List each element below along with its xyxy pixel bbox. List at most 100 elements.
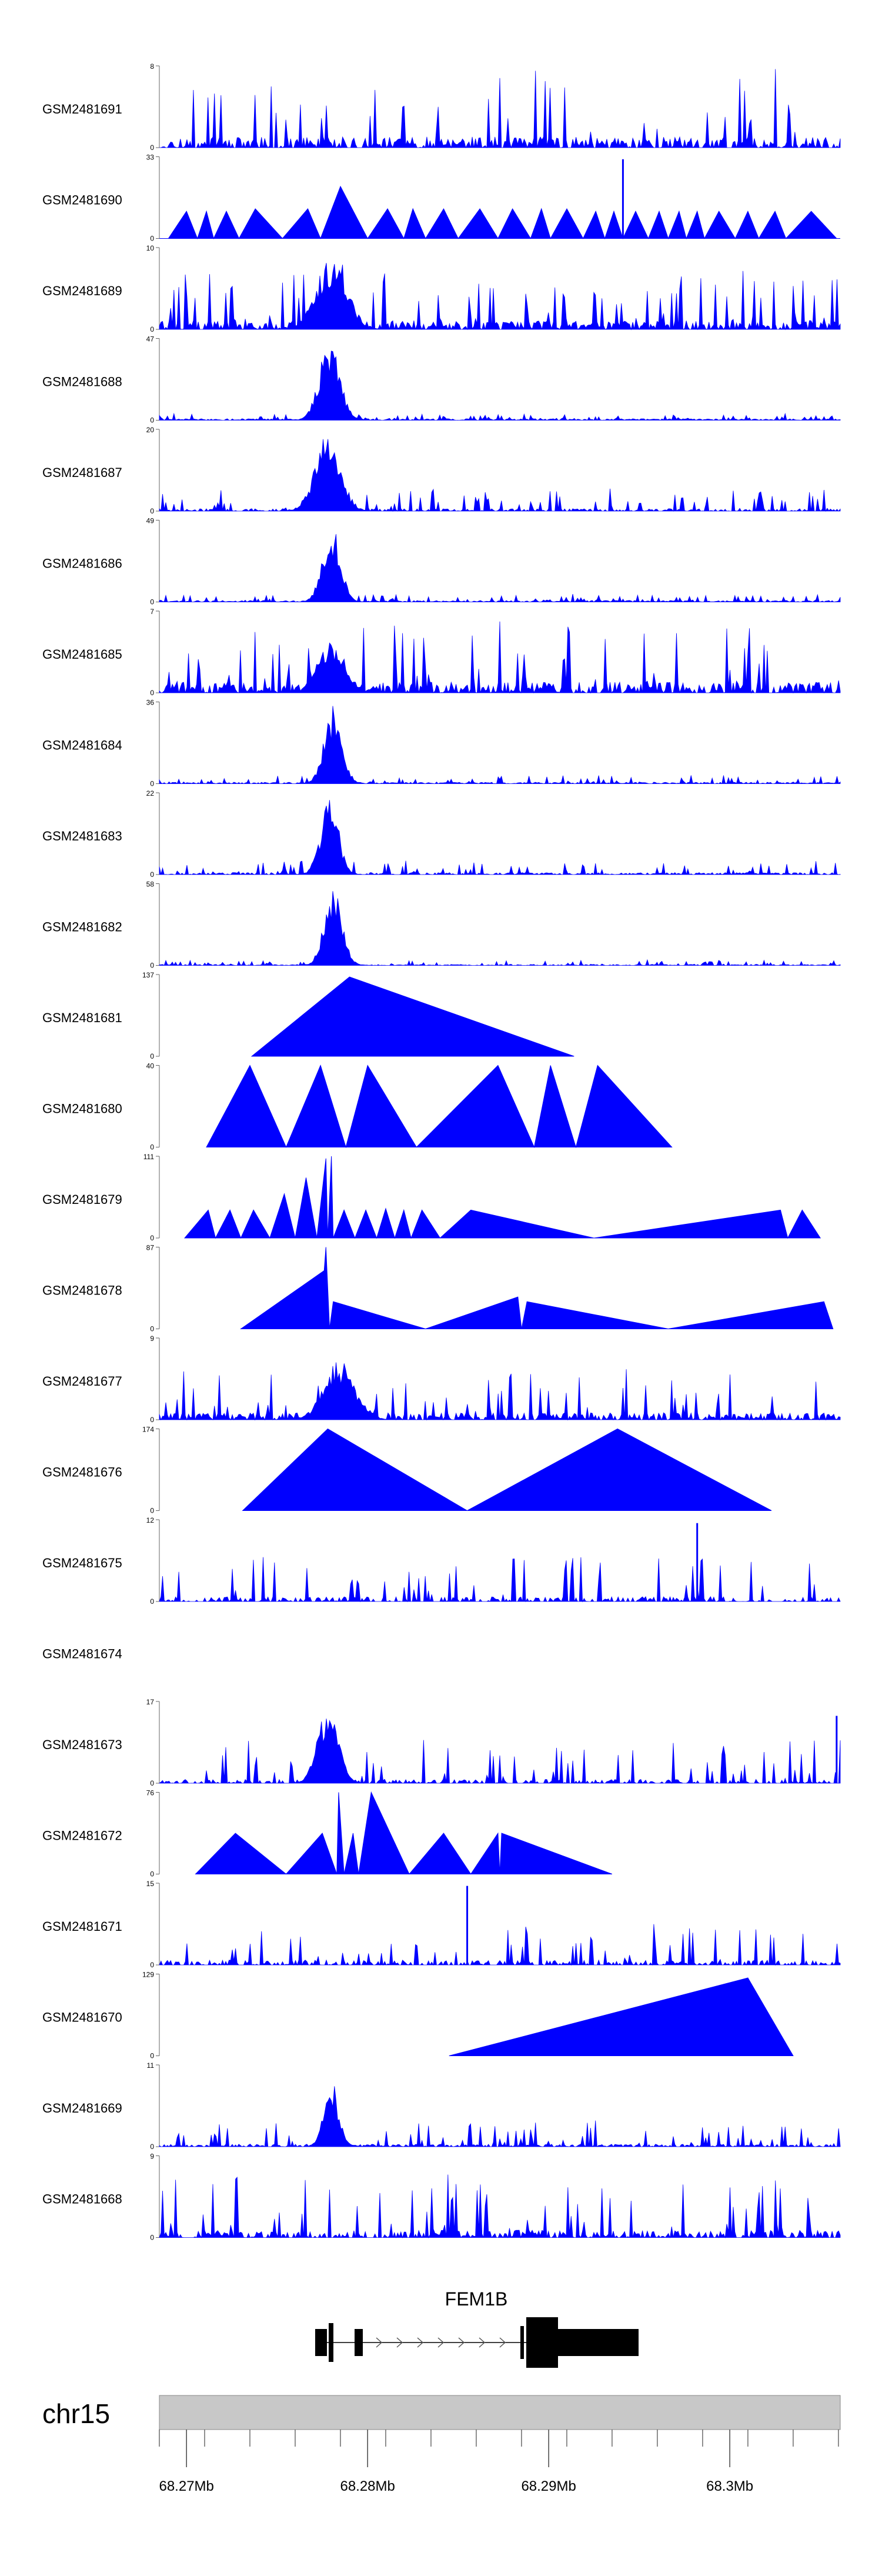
y-zero-label: 0 [150, 1325, 154, 1333]
y-max-label: 20 [146, 426, 155, 434]
y-zero-label: 0 [150, 1961, 154, 1969]
signal-area [184, 1156, 821, 1239]
track-label: GSM2481689 [42, 283, 122, 298]
chevron-right-icon [396, 2337, 403, 2348]
y-max-label: 33 [146, 154, 155, 162]
y-zero-label: 0 [150, 1870, 154, 1878]
signal-area [195, 1791, 613, 1875]
track-label: GSM2481678 [42, 1283, 122, 1298]
track-GSM2481680: GSM2481680 40 0 [42, 1062, 673, 1152]
gene-label: FEM1B [445, 2288, 508, 2310]
y-max-label: 17 [146, 1698, 155, 1706]
signal-area [206, 1065, 673, 1149]
y-zero-label: 0 [150, 598, 154, 606]
track-GSM2481678: GSM2481678 87 0 [42, 1244, 834, 1333]
y-max-label: 15 [146, 1880, 155, 1888]
signal-tracks: GSM248169180GSM2481690330GSM2481689100GS… [42, 62, 841, 2242]
track-GSM2481683: GSM2481683 22 0 [42, 789, 841, 879]
y-max-label: 22 [146, 789, 155, 798]
signal-area [159, 891, 841, 966]
y-zero-label: 0 [150, 2052, 154, 2060]
track-label: GSM2481687 [42, 465, 122, 480]
y-max-label: 137 [142, 971, 154, 979]
y-max-label: 12 [146, 1516, 155, 1524]
track-GSM2481687: GSM2481687 20 0 [42, 426, 841, 515]
y-max-label: 9 [150, 1334, 154, 1343]
chevron-right-icon [499, 2337, 506, 2348]
track-GSM2481691: GSM2481691 8 0 [42, 62, 841, 152]
track-label: GSM2481681 [42, 1010, 122, 1025]
y-zero-label: 0 [150, 870, 154, 879]
y-zero-label: 0 [150, 1143, 154, 1152]
track-GSM2481670: GSM2481670 129 0 [42, 1971, 794, 2060]
gene-exon [526, 2317, 558, 2368]
chevron-right-icon [417, 2337, 424, 2348]
signal-area [159, 351, 841, 421]
x-tick-label: 68.28Mb [340, 2478, 395, 2494]
signal-area [250, 976, 574, 1057]
signal-area [240, 1247, 834, 1330]
track-GSM2481690: GSM2481690 33 0 [42, 154, 840, 243]
gene-exon [329, 2323, 333, 2362]
track-GSM2481681: GSM2481681 137 0 [42, 971, 574, 1060]
gene-model-track: FEM1B [315, 2288, 639, 2368]
y-zero-label: 0 [150, 2234, 154, 2242]
track-GSM2481669: GSM2481669 11 0 [42, 2061, 841, 2151]
track-GSM2481676: GSM2481676 174 0 [42, 1426, 772, 1515]
track-GSM2481675: GSM2481675 12 0 [42, 1516, 841, 1606]
y-max-label: 49 [146, 517, 155, 525]
chromosome-ideogram-bar [159, 2395, 841, 2430]
track-GSM2481684: GSM2481684 36 0 [42, 699, 841, 788]
signal-area [449, 1977, 794, 2056]
y-max-label: 40 [146, 1062, 155, 1070]
track-label: GSM2481671 [42, 1919, 122, 1934]
signal-area [159, 1924, 841, 1966]
y-max-label: 76 [146, 1789, 155, 1797]
signal-area [159, 263, 841, 331]
y-max-label: 36 [146, 699, 155, 707]
track-label: GSM2481691 [42, 102, 122, 116]
y-zero-label: 0 [150, 2143, 154, 2151]
signal-area [159, 706, 841, 785]
signal-area [159, 621, 841, 694]
track-label: GSM2481683 [42, 829, 122, 843]
signal-area [242, 1428, 772, 1511]
gene-exon [355, 2329, 363, 2356]
y-max-label: 111 [143, 1153, 155, 1161]
chevron-right-icon [376, 2337, 383, 2348]
track-label: GSM2481673 [42, 1737, 122, 1752]
y-max-label: 129 [142, 1971, 154, 1979]
track-GSM2481685: GSM2481685 7 0 [42, 608, 841, 697]
track-label: GSM2481670 [42, 2010, 122, 2025]
track-label: GSM2481680 [42, 1102, 122, 1116]
track-GSM2481674: GSM2481674 [42, 1647, 122, 1661]
y-max-label: 11 [147, 2061, 155, 2070]
track-label: GSM2481684 [42, 738, 122, 753]
signal-area [158, 1719, 841, 1784]
y-max-label: 10 [146, 244, 155, 252]
y-zero-label: 0 [150, 416, 154, 425]
signal-area [159, 2174, 841, 2239]
axis-minor-ticks [159, 2430, 839, 2447]
x-tick-label: 68.3Mb [706, 2478, 753, 2494]
signal-area [159, 439, 841, 512]
y-max-label: 87 [146, 1244, 155, 1252]
y-zero-label: 0 [150, 1416, 154, 1424]
track-label: GSM2481690 [42, 193, 122, 208]
y-zero-label: 0 [150, 689, 154, 697]
track-label: GSM2481682 [42, 920, 122, 935]
y-zero-label: 0 [150, 1234, 154, 1242]
track-label: GSM2481679 [42, 1192, 122, 1207]
gene-exon [558, 2329, 639, 2356]
y-zero-label: 0 [150, 1597, 154, 1606]
chevron-right-icon [458, 2337, 465, 2348]
track-label: GSM2481674 [42, 1647, 122, 1661]
y-zero-label: 0 [150, 1779, 154, 1787]
y-zero-label: 0 [150, 1052, 154, 1060]
track-label: GSM2481676 [42, 1465, 122, 1480]
y-zero-label: 0 [150, 1507, 154, 1515]
track-label: GSM2481668 [42, 2192, 122, 2207]
signal-area [159, 534, 841, 603]
track-label: GSM2481672 [42, 1828, 122, 1843]
